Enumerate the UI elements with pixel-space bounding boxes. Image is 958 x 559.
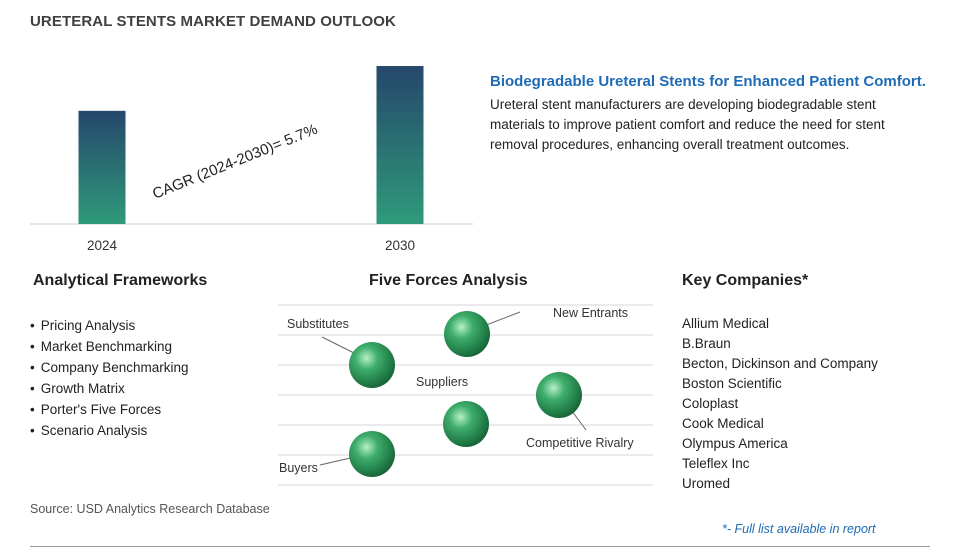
company-item: B.Braun (682, 336, 731, 351)
company-item: Coloplast (682, 396, 739, 411)
company-item: Cook Medical (682, 416, 764, 431)
framework-item: Scenario Analysis (30, 420, 189, 441)
label-buyers: Buyers (279, 461, 318, 475)
label-substitutes: Substitutes (287, 317, 349, 331)
sphere-rivalry (536, 372, 582, 418)
bar-2030 (376, 66, 424, 224)
x-tick-label: 2030 (385, 238, 415, 253)
five-forces-title: Five Forces Analysis (369, 272, 528, 289)
footnote-link[interactable]: *- Full list available in report (722, 522, 876, 536)
companies-list: Allium Medical B.Braun Becton, Dickinson… (682, 314, 878, 494)
label-new-entrants: New Entrants (553, 306, 628, 320)
framework-item: Growth Matrix (30, 378, 189, 399)
company-item: Boston Scientific (682, 376, 782, 391)
frameworks-list: Pricing Analysis Market Benchmarking Com… (30, 315, 189, 441)
framework-item: Company Benchmarking (30, 357, 189, 378)
company-item: Olympus America (682, 436, 788, 451)
company-item: Teleflex Inc (682, 456, 750, 471)
page-title: URETERAL STENTS MARKET DEMAND OUTLOOK (30, 13, 396, 30)
companies-title: Key Companies* (682, 272, 809, 289)
sphere-new-entrants (444, 311, 490, 357)
company-item: Becton, Dickinson and Company (682, 356, 878, 371)
sphere-suppliers (443, 401, 489, 447)
sphere-buyers (349, 431, 395, 477)
bottom-divider (30, 546, 930, 547)
highlight-description: Ureteral stent manufacturers are develop… (490, 97, 885, 152)
framework-item: Market Benchmarking (30, 336, 189, 357)
framework-item: Porter's Five Forces (30, 399, 189, 420)
label-suppliers: Suppliers (416, 375, 468, 389)
sphere-substitutes (349, 342, 395, 388)
frameworks-title: Analytical Frameworks (33, 272, 208, 289)
highlight-headline: Biodegradable Ureteral Stents for Enhanc… (490, 73, 926, 90)
cagr-annotation: CAGR (2024-2030)= 5.7% (150, 121, 320, 203)
company-item: Allium Medical (682, 316, 770, 331)
source-note: Source: USD Analytics Research Database (30, 502, 270, 516)
company-item: Uromed (682, 476, 731, 491)
bar-2024 (78, 110, 126, 224)
framework-item: Pricing Analysis (30, 315, 189, 336)
x-tick-label: 2024 (87, 238, 118, 253)
label-competitive-rivalry: Competitive Rivalry (526, 436, 634, 450)
